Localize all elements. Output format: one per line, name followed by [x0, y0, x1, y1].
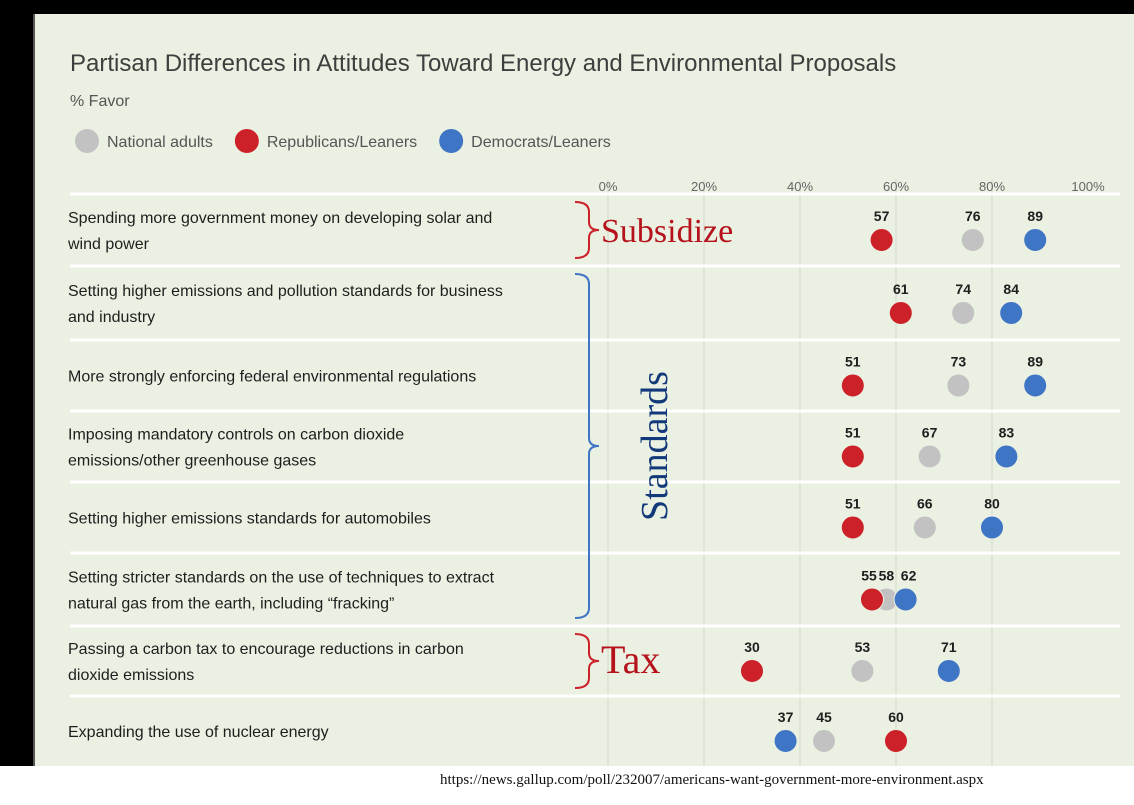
value-label-1-7: 60	[888, 709, 904, 725]
value-label-2-4: 80	[984, 496, 1000, 512]
point-1-4	[840, 515, 865, 540]
row-label-5-1: natural gas from the earth, including “f…	[68, 596, 394, 613]
x-tick-label-4: 80%	[979, 179, 1005, 194]
value-label-2-1: 84	[1003, 281, 1019, 297]
x-tick-label-0: 0%	[599, 179, 618, 194]
row-label-3-0: Imposing mandatory controls on carbon di…	[68, 427, 404, 444]
value-label-2-2: 89	[1027, 354, 1043, 370]
value-label-0-5: 58	[879, 568, 895, 584]
row-label-5-0: Setting stricter standards on the use of…	[68, 570, 495, 587]
value-label-1-1: 61	[893, 281, 909, 297]
point-2-4	[980, 515, 1004, 540]
value-label-0-7: 45	[816, 709, 832, 725]
value-label-1-0: 57	[874, 208, 890, 224]
grid	[70, 179, 1120, 766]
legend-marker-2	[439, 129, 464, 153]
value-label-1-3: 51	[845, 425, 861, 441]
row-label-6-1: dioxide emissions	[68, 667, 194, 684]
annotations: Subsidize Standards Tax	[574, 201, 733, 689]
x-tick-label-2: 40%	[787, 179, 813, 194]
point-2-7	[773, 729, 798, 753]
row-label-0-0: Spending more government money on develo…	[68, 210, 492, 227]
legend-label-1: Republicans/Leaners	[267, 134, 417, 151]
point-1-3	[840, 444, 865, 469]
value-label-0-2: 73	[951, 354, 967, 370]
x-tick-label-3: 60%	[883, 179, 909, 194]
point-1-7	[884, 729, 908, 753]
value-label-1-2: 51	[845, 354, 861, 370]
annotation-label-1: Standards	[634, 371, 676, 521]
value-label-1-4: 51	[845, 496, 861, 512]
value-label-2-5: 62	[901, 568, 917, 584]
legend: National adults Republicans/Leaners Democr…	[75, 129, 611, 153]
legend-marker-0	[75, 129, 99, 153]
row-label-1-0: Setting higher emissions and pollution s…	[68, 283, 503, 300]
annotation-label-2: Tax	[601, 637, 660, 682]
x-tick-label-1: 20%	[691, 179, 717, 194]
x-axis-ticks: 0% 20% 40% 60% 80% 100%	[599, 179, 1105, 194]
rows: Spending more government money on develo…	[67, 210, 503, 741]
row-label-2-0: More strongly enforcing federal environm…	[68, 369, 476, 386]
value-label-0-6: 53	[855, 639, 871, 655]
point-0-1	[951, 301, 976, 325]
value-label-0-4: 66	[917, 496, 933, 512]
point-1-6	[740, 659, 764, 683]
point-2-5	[893, 587, 918, 612]
value-label-1-6: 30	[744, 639, 760, 655]
point-1-2	[840, 373, 865, 398]
row-label-0-1: wind power	[67, 236, 150, 253]
source-url[interactable]: https://news.gallup.com/poll/232007/amer…	[440, 772, 984, 788]
point-2-0	[1023, 228, 1048, 252]
point-1-1	[888, 301, 913, 325]
value-label-2-7: 37	[778, 709, 794, 725]
chart-panel: Partisan Differences in Attitudes Toward…	[33, 14, 1134, 766]
row-label-6-0: Passing a carbon tax to encourage reduct…	[68, 641, 464, 658]
point-0-0	[960, 228, 985, 252]
point-1-0	[869, 228, 894, 252]
chart-svg: Partisan Differences in Attitudes Toward…	[67, 50, 1120, 766]
left-border	[0, 14, 33, 766]
row-label-4-0: Setting higher emissions standards for a…	[68, 511, 431, 528]
point-2-1	[999, 301, 1024, 325]
value-label-2-6: 71	[941, 639, 957, 655]
top-border	[0, 0, 1134, 14]
x-tick-label-5: 100%	[1071, 179, 1105, 194]
value-label-1-5: 55	[861, 568, 877, 584]
legend-marker-1	[234, 129, 259, 153]
value-label-0-1: 74	[955, 281, 971, 297]
point-0-4	[912, 515, 937, 540]
value-label-2-3: 83	[999, 425, 1015, 441]
value-label-2-0: 89	[1027, 208, 1043, 224]
annotation-label-0: Subsidize	[601, 213, 733, 250]
point-0-7	[812, 729, 836, 753]
legend-label-0: National adults	[107, 134, 213, 151]
value-label-0-0: 76	[965, 208, 981, 224]
point-2-3	[994, 444, 1019, 469]
chart-title: Partisan Differences in Attitudes Toward…	[70, 50, 896, 77]
point-2-2	[1023, 373, 1048, 398]
row-label-1-1: and industry	[68, 309, 155, 326]
row-label-3-1: emissions/other greenhouse gases	[68, 453, 316, 470]
point-0-2	[946, 373, 971, 398]
brace-0	[574, 201, 600, 259]
value-label-0-3: 67	[922, 425, 938, 441]
point-2-6	[936, 659, 961, 683]
point-0-6	[850, 659, 875, 683]
point-1-5	[860, 587, 884, 612]
chart-subtitle: % Favor	[70, 93, 130, 110]
row-label-7-0: Expanding the use of nuclear energy	[68, 724, 329, 741]
brace-1	[574, 273, 600, 619]
legend-label-2: Democrats/Leaners	[471, 134, 611, 151]
brace-2	[574, 633, 600, 689]
point-0-3	[917, 444, 942, 469]
